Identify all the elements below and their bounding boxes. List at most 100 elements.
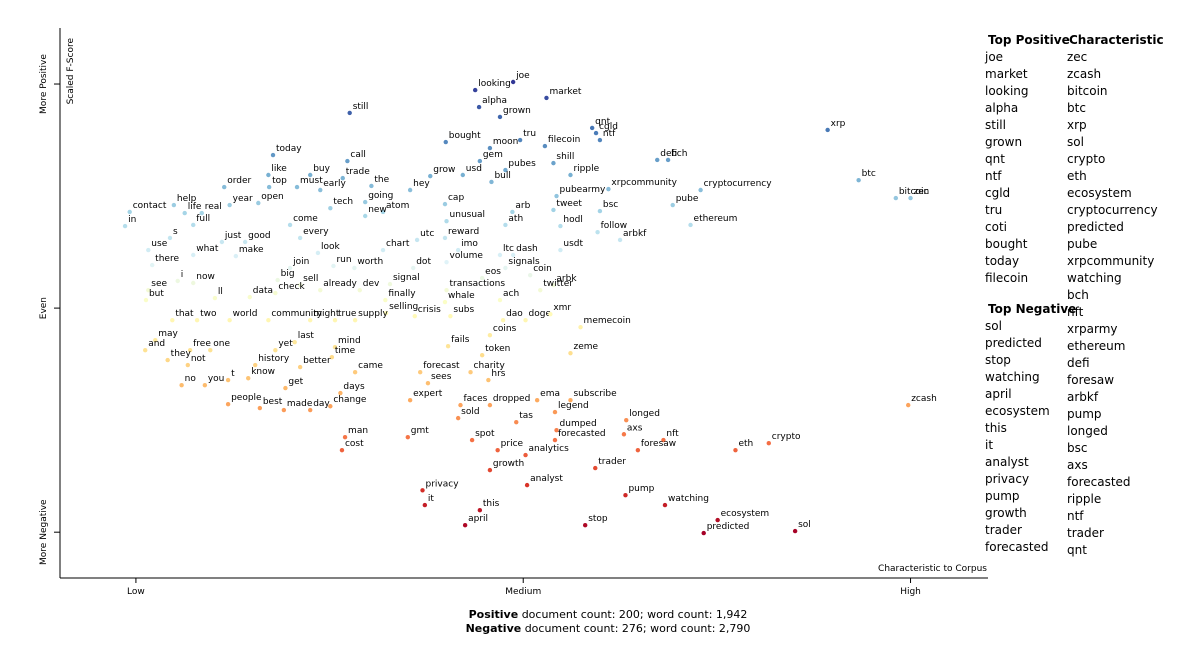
point (342, 434, 348, 440)
point (328, 404, 333, 409)
point (582, 523, 588, 528)
point-label: and (148, 339, 165, 349)
point (523, 452, 528, 458)
point (458, 402, 463, 408)
term: ethereum (1067, 339, 1125, 353)
point-label: ripple (573, 164, 599, 174)
point-label: gmt (411, 426, 429, 436)
point (425, 380, 431, 386)
point-label: open (261, 192, 283, 202)
point (593, 130, 599, 136)
point (558, 247, 563, 253)
point-label: coin (533, 264, 552, 274)
point (294, 184, 300, 190)
point-label: gem (483, 150, 503, 160)
term: sol (985, 319, 1002, 333)
point-label: arbk (556, 274, 577, 284)
point-label: top (272, 176, 287, 186)
point-label: finally (388, 289, 416, 299)
point-label: order (227, 176, 251, 186)
point (428, 173, 433, 179)
point (380, 247, 386, 253)
characteristic-title: Characteristic (1069, 33, 1164, 47)
point-label: pump (628, 484, 654, 494)
term: market (985, 67, 1028, 81)
point-label: good (248, 231, 270, 241)
point (655, 157, 660, 163)
point (146, 287, 151, 293)
point-label: may (158, 329, 178, 339)
point-label: but (149, 289, 164, 299)
point (369, 183, 374, 189)
point-label: filecoin (548, 135, 580, 145)
point (552, 409, 558, 415)
point-label: people (231, 393, 262, 403)
footer-label: Positive (469, 608, 519, 621)
point-label: make (239, 245, 264, 255)
point-label: see (151, 279, 167, 289)
point (143, 297, 149, 303)
term: tru (985, 203, 1002, 217)
point (407, 397, 413, 403)
point-label: btc (862, 169, 876, 179)
footer-label: Negative (466, 622, 522, 635)
point-label: real (205, 202, 222, 212)
point (318, 187, 323, 193)
term: arbkf (1067, 390, 1099, 404)
point-label: dropped (493, 394, 530, 404)
point (405, 434, 411, 440)
term: predicted (985, 336, 1042, 350)
point-label: whale (448, 291, 475, 301)
point-label: bch (671, 149, 687, 159)
point (352, 265, 357, 271)
point (266, 184, 272, 190)
point (476, 104, 482, 110)
point (568, 397, 573, 403)
point-label: ethereum (694, 214, 738, 224)
point-label: yet (278, 339, 293, 349)
point (510, 79, 516, 85)
point-label: expert (413, 389, 443, 399)
point-label: made (287, 399, 313, 409)
point-label: day (313, 399, 330, 409)
point-label: cost (345, 439, 364, 449)
term: qnt (985, 152, 1005, 166)
point-label: eos (485, 267, 501, 277)
point (227, 318, 232, 323)
term: btc (1067, 101, 1086, 115)
point (308, 318, 313, 323)
point (893, 195, 899, 201)
point-label: i (181, 270, 184, 280)
point-label: sold (461, 407, 479, 417)
point-label: already (323, 279, 357, 289)
term: still (985, 118, 1006, 132)
point (856, 177, 861, 183)
point-label: in (128, 215, 136, 225)
point-label: analytics (529, 444, 570, 454)
term: bought (985, 237, 1028, 251)
point-label: subscribe (573, 389, 617, 399)
point-label: this (483, 499, 500, 509)
point-label: dao (506, 309, 523, 319)
point-label: sees (431, 372, 452, 382)
point (347, 110, 352, 116)
point (500, 318, 506, 323)
point (444, 287, 449, 293)
point-label: last (298, 331, 315, 341)
point-label: sol (798, 520, 811, 530)
top-negative-title: Top Negative (988, 302, 1076, 316)
point (538, 287, 543, 293)
point-label: full (196, 214, 210, 224)
point-label: spot (475, 429, 495, 439)
term: nft (1067, 305, 1084, 319)
point-label: history (258, 354, 290, 364)
point (227, 202, 232, 208)
point-label: dev (363, 279, 380, 289)
point (297, 282, 303, 288)
point (635, 447, 641, 453)
point-label: growth (493, 459, 524, 469)
point (266, 172, 271, 178)
term: pump (1067, 407, 1102, 421)
term: bitcoin (1067, 84, 1108, 98)
point (444, 218, 449, 224)
